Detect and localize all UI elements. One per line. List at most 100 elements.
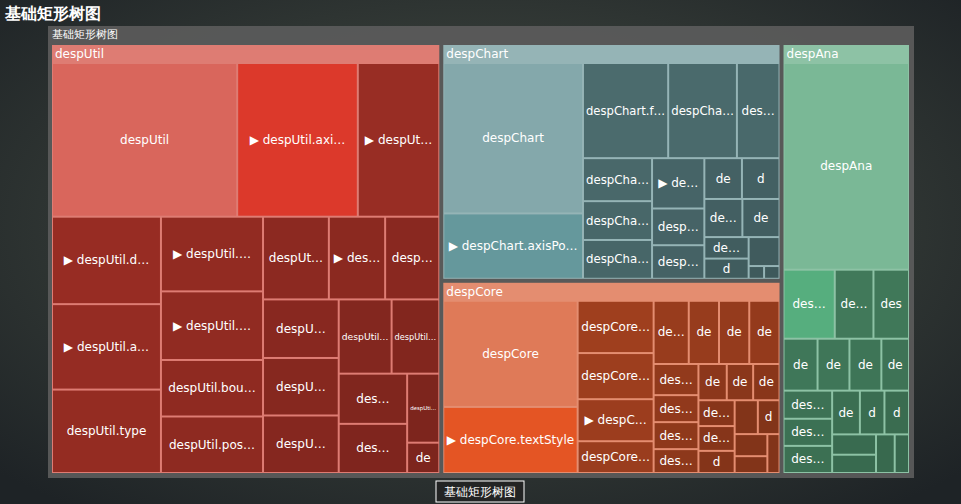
- leaf-rect[interactable]: [264, 359, 338, 415]
- leaf-label: desp…: [658, 255, 699, 269]
- leaf-rect[interactable]: [743, 159, 779, 198]
- leaf-rect[interactable]: [738, 64, 779, 157]
- group-rect[interactable]: [443, 45, 779, 279]
- leaf-rect[interactable]: [340, 425, 406, 472]
- leaf-rect[interactable]: [699, 401, 733, 425]
- leaf-rect[interactable]: [579, 302, 653, 352]
- leaf-rect[interactable]: [330, 218, 384, 299]
- leaf-rect[interactable]: [736, 401, 757, 433]
- leaf-rect[interactable]: [655, 396, 698, 421]
- leaf-rect[interactable]: [736, 435, 767, 455]
- leaf-rect[interactable]: [386, 218, 438, 299]
- leaf-rect[interactable]: [743, 200, 778, 236]
- leaf-rect[interactable]: [653, 210, 703, 245]
- leaf-rect[interactable]: [340, 375, 406, 423]
- group-rect[interactable]: [52, 45, 439, 473]
- leaf-rect[interactable]: [833, 435, 875, 453]
- leaf-rect[interactable]: [579, 442, 653, 472]
- leaf-rect[interactable]: [264, 218, 328, 299]
- leaf-rect[interactable]: [264, 416, 338, 472]
- breadcrumb-label[interactable]: 基础矩形树图: [444, 485, 516, 499]
- leaf-rect[interactable]: [785, 340, 817, 390]
- leaf-rect[interactable]: [754, 365, 778, 399]
- leaf-label: de: [416, 451, 431, 465]
- leaf-rect[interactable]: [655, 450, 698, 472]
- leaf-rect[interactable]: [162, 218, 262, 291]
- leaf-label: despU…: [276, 322, 326, 336]
- leaf-rect[interactable]: [579, 400, 653, 440]
- leaf-rect[interactable]: [896, 435, 908, 472]
- leaf-rect[interactable]: [705, 260, 747, 278]
- leaf-rect[interactable]: [768, 435, 778, 472]
- leaf-rect[interactable]: [584, 241, 651, 278]
- leaf-rect[interactable]: [785, 271, 834, 338]
- leaf-rect[interactable]: [861, 392, 884, 434]
- leaf-rect[interactable]: [750, 267, 763, 278]
- leaf-rect[interactable]: [669, 64, 736, 157]
- leaf-rect[interactable]: [785, 447, 832, 472]
- leaf-rect[interactable]: [736, 457, 767, 472]
- leaf-rect[interactable]: [53, 218, 160, 303]
- leaf-rect[interactable]: [653, 246, 703, 278]
- leaf-rect[interactable]: [885, 392, 908, 434]
- leaf-label: de…: [710, 211, 737, 225]
- leaf-rect[interactable]: [584, 159, 651, 200]
- leaf-rect[interactable]: [882, 340, 908, 390]
- group-label: despCore: [446, 285, 503, 299]
- leaf-rect[interactable]: [705, 238, 747, 258]
- leaf-rect[interactable]: [579, 354, 653, 398]
- leaf-rect[interactable]: [750, 238, 779, 265]
- leaf-rect[interactable]: [584, 202, 651, 239]
- leaf-rect[interactable]: [264, 300, 338, 357]
- leaf-rect[interactable]: [874, 271, 908, 338]
- leaf-rect[interactable]: [408, 375, 438, 442]
- group-rect[interactable]: [784, 45, 909, 473]
- leaf-rect[interactable]: [877, 435, 894, 472]
- leaf-rect[interactable]: [699, 452, 733, 472]
- leaf-rect[interactable]: [408, 444, 438, 472]
- leaf-rect[interactable]: [750, 302, 778, 363]
- breadcrumb-box[interactable]: [436, 481, 524, 502]
- leaf-rect[interactable]: [162, 417, 262, 472]
- leaf-rect[interactable]: [444, 408, 576, 472]
- leaf-rect[interactable]: [833, 392, 859, 434]
- leaf-rect[interactable]: [444, 64, 582, 212]
- leaf-rect[interactable]: [340, 300, 391, 372]
- leaf-rect[interactable]: [720, 302, 748, 363]
- leaf-rect[interactable]: [53, 305, 160, 388]
- leaf-rect[interactable]: [653, 159, 703, 207]
- leaf-rect[interactable]: [655, 302, 688, 363]
- leaf-rect[interactable]: [785, 392, 832, 418]
- leaf-rect[interactable]: [850, 340, 880, 390]
- leaf-rect[interactable]: [238, 64, 357, 216]
- leaf-rect[interactable]: [705, 159, 741, 198]
- leaf-rect[interactable]: [705, 200, 741, 236]
- leaf-rect[interactable]: [162, 361, 262, 416]
- leaf-rect[interactable]: [584, 64, 667, 157]
- leaf-label: des…: [793, 297, 826, 311]
- leaf-rect[interactable]: [655, 365, 698, 394]
- leaf-rect[interactable]: [690, 302, 718, 363]
- leaf-rect[interactable]: [699, 365, 725, 399]
- leaf-label: despCore…: [581, 369, 650, 383]
- leaf-rect[interactable]: [53, 391, 160, 472]
- leaf-rect[interactable]: [53, 64, 236, 216]
- group-rect[interactable]: [443, 283, 779, 473]
- leaf-rect[interactable]: [759, 401, 779, 433]
- leaf-rect[interactable]: [393, 300, 439, 372]
- leaf-rect[interactable]: [655, 423, 698, 448]
- leaf-rect[interactable]: [785, 64, 908, 269]
- leaf-rect[interactable]: [162, 292, 262, 359]
- leaf-rect[interactable]: [836, 271, 873, 338]
- leaf-label: des…: [659, 429, 692, 443]
- leaf-rect[interactable]: [785, 420, 832, 445]
- leaf-rect[interactable]: [819, 340, 849, 390]
- leaf-rect[interactable]: [359, 64, 438, 216]
- leaf-rect[interactable]: [699, 427, 733, 450]
- leaf-rect[interactable]: [444, 302, 576, 406]
- leaf-rect[interactable]: [833, 456, 875, 472]
- leaf-rect[interactable]: [728, 365, 752, 399]
- leaf-rect[interactable]: [765, 267, 778, 278]
- breadcrumb[interactable]: 基础矩形树图: [436, 481, 524, 502]
- leaf-rect[interactable]: [444, 214, 582, 277]
